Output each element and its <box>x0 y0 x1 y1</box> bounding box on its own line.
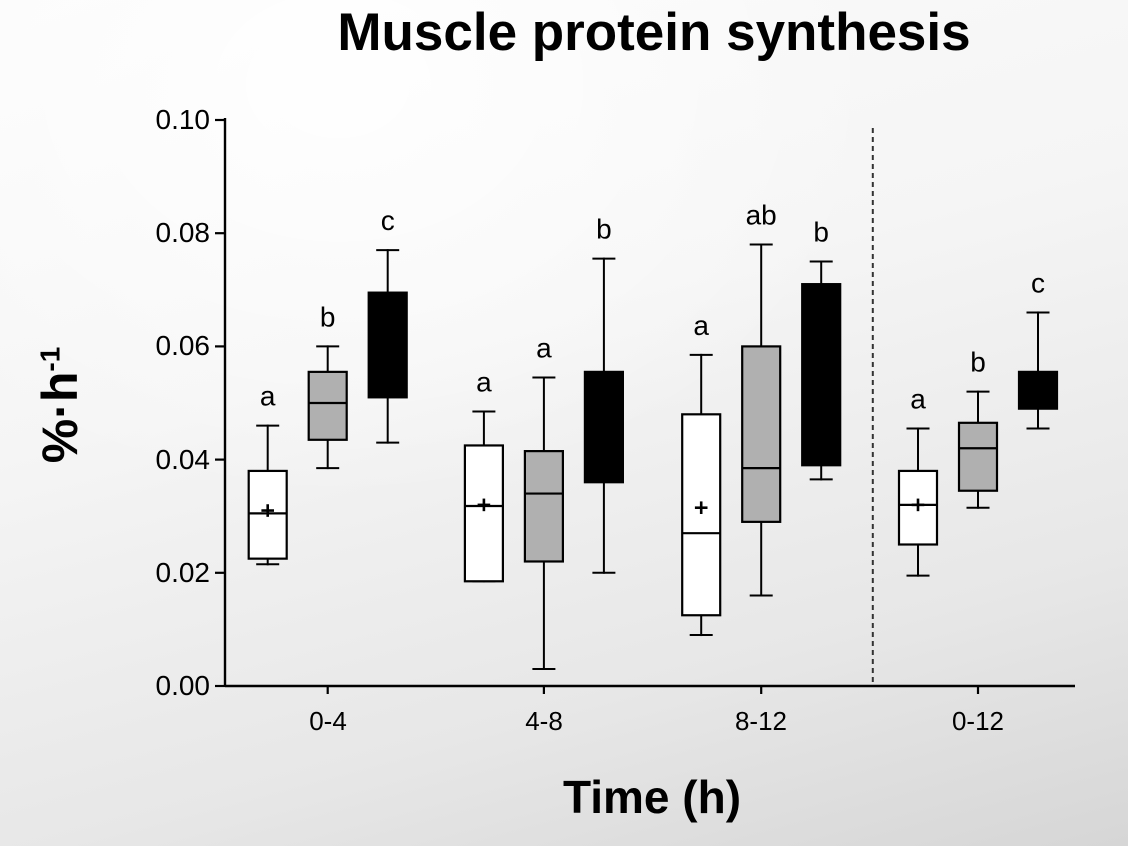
svg-text:b: b <box>596 214 612 245</box>
svg-text:ab: ab <box>746 200 777 231</box>
svg-text:b: b <box>320 301 336 332</box>
svg-text:a: a <box>910 383 926 414</box>
svg-text:c: c <box>381 205 395 236</box>
svg-text:a: a <box>693 310 709 341</box>
svg-text:b: b <box>813 217 829 248</box>
svg-text:b: b <box>970 347 986 378</box>
svg-text:a: a <box>536 333 552 364</box>
svg-text:c: c <box>1031 267 1045 298</box>
svg-text:a: a <box>476 366 492 397</box>
svg-text:a: a <box>260 381 276 412</box>
